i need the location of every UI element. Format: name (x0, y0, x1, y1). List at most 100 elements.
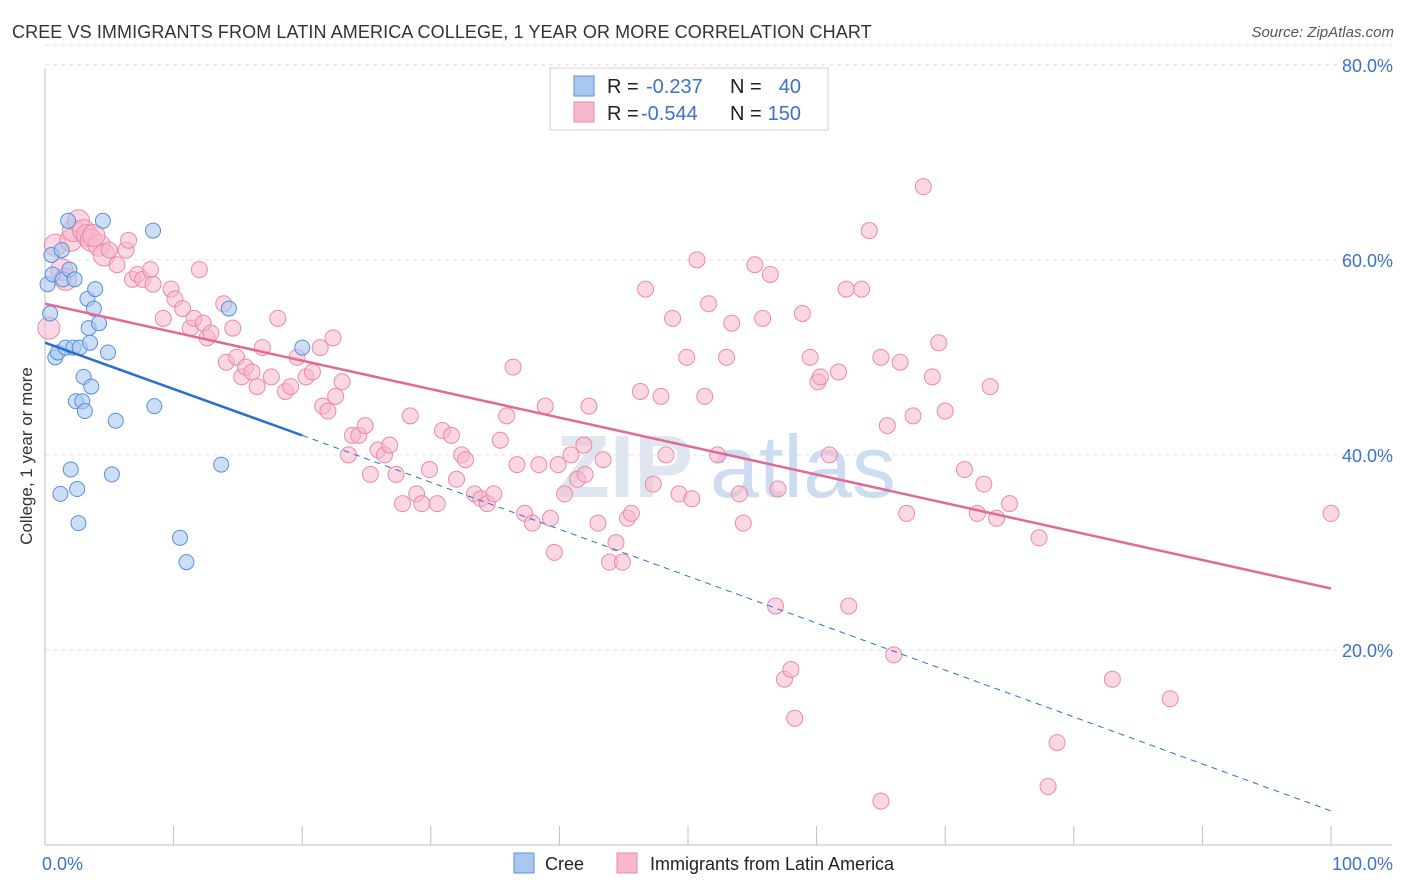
data-point-cree (70, 515, 87, 532)
data-point-latin-america (631, 382, 649, 400)
data-point-latin-america (652, 387, 670, 405)
series-latin-america-points (37, 178, 1340, 810)
data-point-latin-america (549, 456, 567, 474)
legend-n-label: N = (730, 103, 762, 125)
data-point-latin-america (696, 387, 714, 405)
data-point-latin-america (413, 495, 431, 513)
data-point-cree (100, 344, 117, 361)
data-point-cree (42, 305, 59, 322)
data-point-latin-america (491, 431, 509, 449)
data-point-latin-america (248, 378, 266, 396)
data-point-latin-america (381, 436, 399, 454)
data-point-latin-america (637, 280, 655, 298)
data-point-latin-america (448, 470, 466, 488)
data-point-latin-america (1161, 690, 1179, 708)
data-point-latin-america (811, 368, 829, 386)
legend-r-label: R = (607, 76, 639, 98)
y-tick-label: 40.0% (1342, 446, 1393, 466)
data-point-latin-america (607, 534, 625, 552)
watermark: ZIP atlas (556, 417, 896, 516)
y-axis-label: College, 1 year or more (17, 367, 36, 545)
data-point-latin-america (1001, 495, 1018, 513)
legend-r-value: -0.544 (641, 103, 698, 125)
data-point-latin-america (678, 348, 696, 366)
data-point-cree (103, 466, 120, 483)
gridlines (45, 44, 1392, 651)
data-point-cree (220, 300, 237, 317)
data-point-latin-america (269, 309, 287, 327)
data-point-latin-america (82, 223, 106, 247)
data-point-cree (146, 398, 163, 415)
data-point-latin-america (339, 446, 357, 464)
data-point-latin-america (498, 407, 516, 425)
x-tick-label-max: 100.0% (1332, 854, 1393, 874)
data-point-cree (66, 271, 83, 288)
data-point-cree (172, 529, 189, 546)
bottom-legend: Cree Immigrants from Latin America (513, 852, 895, 874)
data-point-cree (178, 554, 195, 571)
legend-swatch-latin (573, 101, 595, 123)
data-point-latin-america (891, 353, 909, 371)
legend-r-value: -0.237 (646, 76, 703, 98)
axes (44, 68, 1392, 846)
data-point-latin-america (262, 368, 280, 386)
data-point-latin-america (504, 358, 522, 376)
data-point-latin-america (311, 339, 329, 357)
source-note: Source: ZipAtlas.com (1251, 24, 1394, 41)
data-point-cree (62, 461, 79, 478)
data-point-latin-america (545, 543, 563, 561)
legend-box: R = -0.237 N = 40 R = -0.544 N = 150 (549, 67, 829, 131)
bottom-legend-swatch-latin (616, 852, 638, 874)
data-point-latin-america (575, 436, 593, 454)
data-point-latin-america (327, 387, 345, 405)
bottom-legend-label-latin: Immigrants from Latin America (650, 854, 895, 874)
data-point-latin-america (594, 451, 612, 469)
data-point-latin-america (1030, 529, 1048, 547)
data-point-latin-america (154, 309, 172, 327)
data-point-latin-america (120, 231, 138, 249)
data-point-latin-america (333, 373, 351, 391)
data-point-latin-america (898, 504, 916, 522)
bottom-legend-label-cree: Cree (545, 854, 584, 874)
data-point-cree (76, 402, 93, 419)
data-point-latin-america (853, 280, 871, 298)
trend-line-cree (44, 341, 303, 437)
data-point-latin-america (700, 295, 718, 313)
data-point-cree (52, 485, 69, 502)
data-point-cree (69, 481, 86, 498)
data-point-latin-america (820, 446, 838, 464)
legend-swatch-cree (573, 75, 595, 97)
data-point-latin-america (981, 378, 999, 396)
data-point-cree (53, 242, 70, 259)
data-point-latin-america (457, 451, 475, 469)
trend-lines (44, 302, 1332, 812)
data-point-latin-america (174, 300, 192, 318)
data-point-cree (87, 281, 104, 298)
data-point-latin-america (904, 407, 922, 425)
data-point-latin-america (657, 446, 675, 464)
data-point-latin-america (688, 251, 706, 269)
data-point-latin-america (141, 261, 159, 279)
data-point-latin-america (718, 348, 736, 366)
data-point-latin-america (769, 480, 787, 498)
watermark-zip: ZIP (556, 417, 693, 516)
y-tick-labels: 20.0% 40.0% 60.0% 80.0% (1342, 56, 1393, 661)
data-point-latin-america (428, 495, 446, 513)
trend-line-latin-america (44, 302, 1332, 590)
data-point-latin-america (556, 485, 574, 503)
data-point-latin-america (485, 485, 503, 503)
data-point-cree (83, 378, 100, 395)
data-point-latin-america (793, 304, 811, 322)
data-point-latin-america (914, 178, 932, 196)
data-point-cree (85, 300, 102, 317)
data-point-latin-america (530, 456, 548, 474)
data-point-latin-america (442, 426, 460, 444)
data-point-latin-america (878, 417, 896, 435)
data-point-latin-america (589, 514, 607, 532)
data-point-latin-america (562, 446, 580, 464)
data-point-latin-america (955, 461, 973, 479)
data-point-latin-america (282, 378, 300, 396)
data-point-cree (145, 222, 162, 239)
data-point-latin-america (840, 597, 858, 615)
